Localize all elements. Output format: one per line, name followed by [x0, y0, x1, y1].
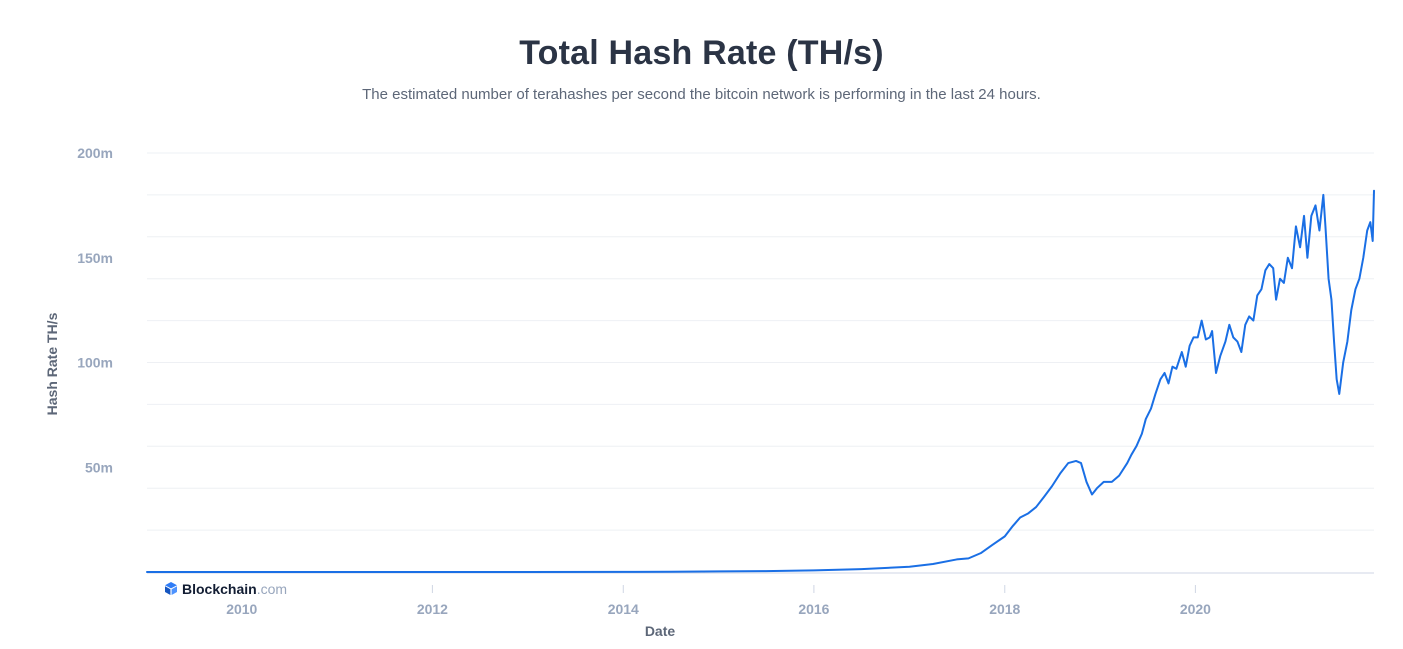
x-tick-label: 2012	[417, 601, 448, 617]
x-tick-label: 2014	[608, 601, 639, 617]
x-tick-label: 2020	[1180, 601, 1211, 617]
brand-tld: .com	[257, 581, 287, 597]
x-tick-label: 2010	[226, 601, 257, 617]
y-tick-label: 200m	[77, 145, 113, 161]
x-tick-label: 2018	[989, 601, 1020, 617]
brand-name: Blockchain	[182, 581, 257, 597]
y-tick-label: 150m	[77, 250, 113, 266]
svg-text:Blockchain.com: Blockchain.com	[182, 581, 287, 597]
grid-lines	[147, 152, 1374, 531]
x-tick-label: 2016	[798, 601, 829, 617]
x-axis-ticks: 2010 2012 2014 2016 2018 2020	[226, 585, 1211, 617]
x-axis-title: Date	[645, 623, 676, 639]
blockchain-brand: Blockchain.com	[165, 581, 287, 597]
y-tick-label: 100m	[77, 355, 113, 371]
blockchain-logo-icon	[165, 582, 177, 595]
y-axis-title: Hash Rate TH/s	[44, 312, 60, 415]
y-axis-ticks: 50m 100m 150m 200m	[77, 145, 113, 475]
chart-title: Total Hash Rate (TH/s)	[519, 34, 884, 72]
chart-subtitle: The estimated number of terahashes per s…	[362, 86, 1041, 103]
y-tick-label: 50m	[85, 459, 113, 475]
hash-rate-series-line	[146, 189, 1375, 573]
